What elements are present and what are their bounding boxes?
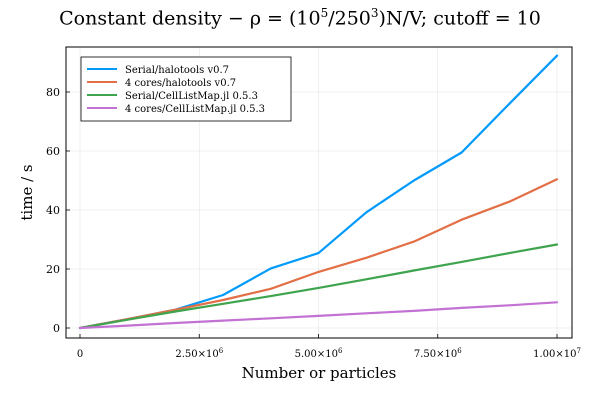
- x-tick-label: 0: [77, 349, 83, 360]
- title-prefix: Constant density − ρ = (10: [59, 7, 321, 30]
- y-tick-label: 20: [46, 263, 60, 276]
- chart-title: Constant density − ρ = (105/2503)N/V; cu…: [0, 6, 600, 29]
- legend: Serial/halotools v0.7 4 cores/halotools v…: [80, 56, 292, 122]
- legend-box: [80, 56, 292, 122]
- x-axis-label: Number or particles: [242, 364, 397, 382]
- series-line: [78, 178, 559, 330]
- series-lines: [78, 54, 559, 330]
- y-tick-label: 80: [46, 86, 60, 99]
- y-axis-label: time / s: [18, 164, 36, 220]
- title-exp2: 3: [370, 6, 379, 20]
- y-tick-label: 40: [46, 204, 60, 217]
- legend-label: Serial/CellListMap.jl 0.5.3: [125, 91, 258, 102]
- x-tick-label: 1.00×107: [533, 347, 581, 360]
- x-tick-label: 5.00×106: [295, 347, 343, 360]
- title-suffix: )N/V; cutoff = 10: [378, 7, 541, 30]
- legend-label: 4 cores/CellListMap.jl 0.5.3: [125, 104, 265, 115]
- series-line: [78, 301, 559, 330]
- x-tick-exponent: 6: [219, 347, 224, 355]
- plot-frame: [65, 46, 573, 339]
- title-mid: /250: [328, 7, 371, 30]
- legend-label: Serial/halotools v0.7: [125, 65, 229, 76]
- title-exp1: 5: [320, 6, 329, 20]
- series-line: [78, 243, 559, 330]
- axis-ticks: 0 2.50×106 5.00×106 7.50×106 1.00×107 0 20 40 60…: [46, 86, 581, 360]
- x-tick-label: 2.50×106: [175, 347, 223, 360]
- y-tick-label: 60: [46, 145, 60, 158]
- x-tick-label: 7.50×106: [414, 347, 462, 360]
- legend-label: 4 cores/halotools v0.7: [125, 78, 236, 89]
- x-tick-exponent: 7: [576, 347, 580, 355]
- y-tick-label: 0: [53, 322, 60, 335]
- x-tick-exponent: 6: [457, 347, 462, 355]
- x-tick-exponent: 6: [338, 347, 343, 355]
